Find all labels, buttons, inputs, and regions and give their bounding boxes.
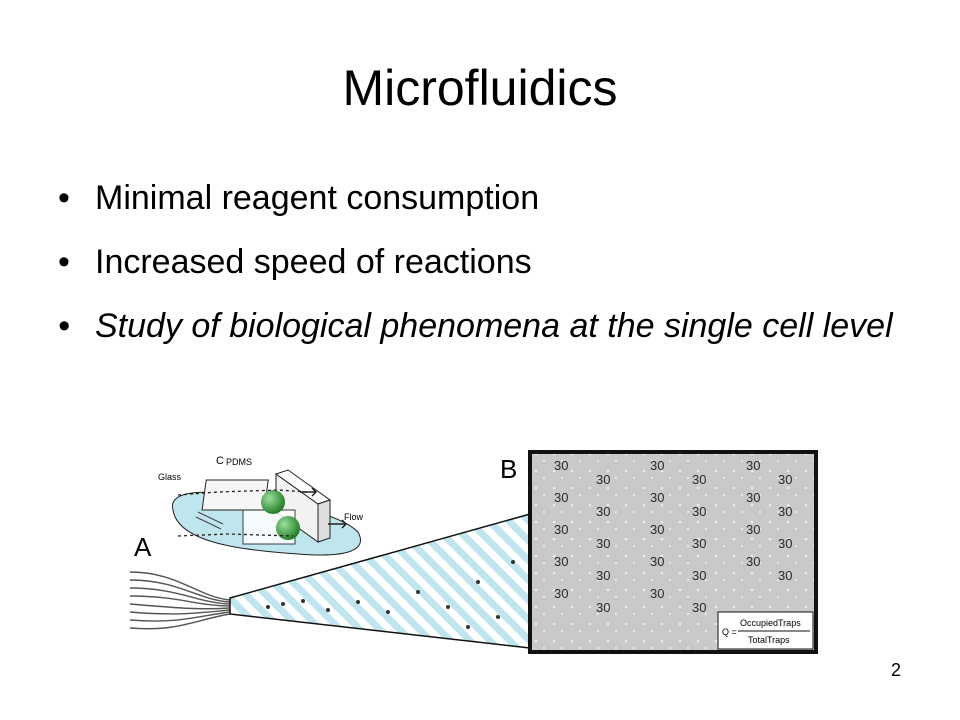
trap-marker: 30 — [778, 568, 792, 583]
trap-marker: 30 — [650, 490, 664, 505]
formula-q: Q = — [722, 627, 737, 637]
trap-marker: 30 — [554, 554, 568, 569]
bullet-item: • Minimal reagent consumption — [58, 178, 918, 218]
trap-marker: 30 — [554, 586, 568, 601]
cell-icon — [276, 516, 300, 540]
label-a: A — [134, 532, 152, 562]
micrograph-panel: 30 30 30 30 30 30 30 30 30 30 30 30 30 30 30 30 30 30 30 30… — [528, 450, 818, 654]
trap-grid: 30 30 30 30 30 30 30 30 30 30 30 30 30 30 30 30 30 30 30 30… — [554, 458, 792, 615]
formula-denominator: TotalTraps — [748, 635, 790, 645]
trap-marker: 30 — [692, 600, 706, 615]
pdms-label: PDMS — [226, 457, 252, 467]
bullet-dot-icon: • — [58, 179, 70, 217]
bullet-text: Minimal reagent consumption — [95, 179, 540, 217]
bullet-dot-icon: • — [58, 243, 70, 281]
trap-marker: 30 — [596, 472, 610, 487]
trap-marker: 30 — [596, 568, 610, 583]
bullet-list: • Minimal reagent consumption • Increase… — [58, 178, 918, 346]
inlet-channels — [129, 571, 231, 630]
page-number: 2 — [890, 660, 901, 680]
trap-marker: 30 — [554, 490, 568, 505]
cell-icon — [261, 490, 285, 514]
label-b: B — [500, 454, 517, 484]
trap-marker: 30 — [692, 472, 706, 487]
trap-marker: 30 — [746, 458, 760, 473]
trap-marker: 30 — [746, 490, 760, 505]
glass-label: Glass — [158, 472, 182, 482]
slide-title: Microfluidics — [342, 60, 618, 116]
trap-marker: 30 — [778, 536, 792, 551]
trap-rows — [266, 560, 515, 629]
trap-marker: 30 — [596, 504, 610, 519]
trap-marker: 30 — [650, 458, 664, 473]
trap-marker: 30 — [650, 554, 664, 569]
trap-marker: 30 — [692, 536, 706, 551]
microfluidic-device-figure: Glass C PDMS Flow A B 303030303030303030… — [129, 450, 818, 654]
flow-label: Flow — [344, 512, 364, 522]
bullet-text: Increased speed of reactions — [95, 243, 532, 281]
trap-marker: 30 — [554, 458, 568, 473]
trap-marker: 30 — [746, 554, 760, 569]
trap-marker: 30 — [746, 522, 760, 537]
trap-marker: 30 — [778, 504, 792, 519]
trap-marker: 30 — [596, 536, 610, 551]
label-c: C — [216, 455, 224, 467]
device-inset: Glass C PDMS Flow — [158, 455, 364, 556]
trap-marker: 30 — [596, 600, 610, 615]
trap-marker: 30 — [778, 472, 792, 487]
trap-marker: 30 — [650, 586, 664, 601]
trap-marker: 30 — [692, 504, 706, 519]
bullet-dot-icon: • — [58, 307, 70, 345]
trap-marker: 30 — [554, 522, 568, 537]
bullet-item: • Increased speed of reactions — [58, 242, 918, 282]
bullet-text: Study of biological phenomena at the sin… — [95, 307, 893, 345]
trap-marker: 30 — [692, 568, 706, 583]
bullet-item: • Study of biological phenomena at the s… — [58, 306, 918, 346]
trap-marker: 30 — [650, 522, 664, 537]
formula-numerator: OccupiedTraps — [740, 618, 801, 628]
